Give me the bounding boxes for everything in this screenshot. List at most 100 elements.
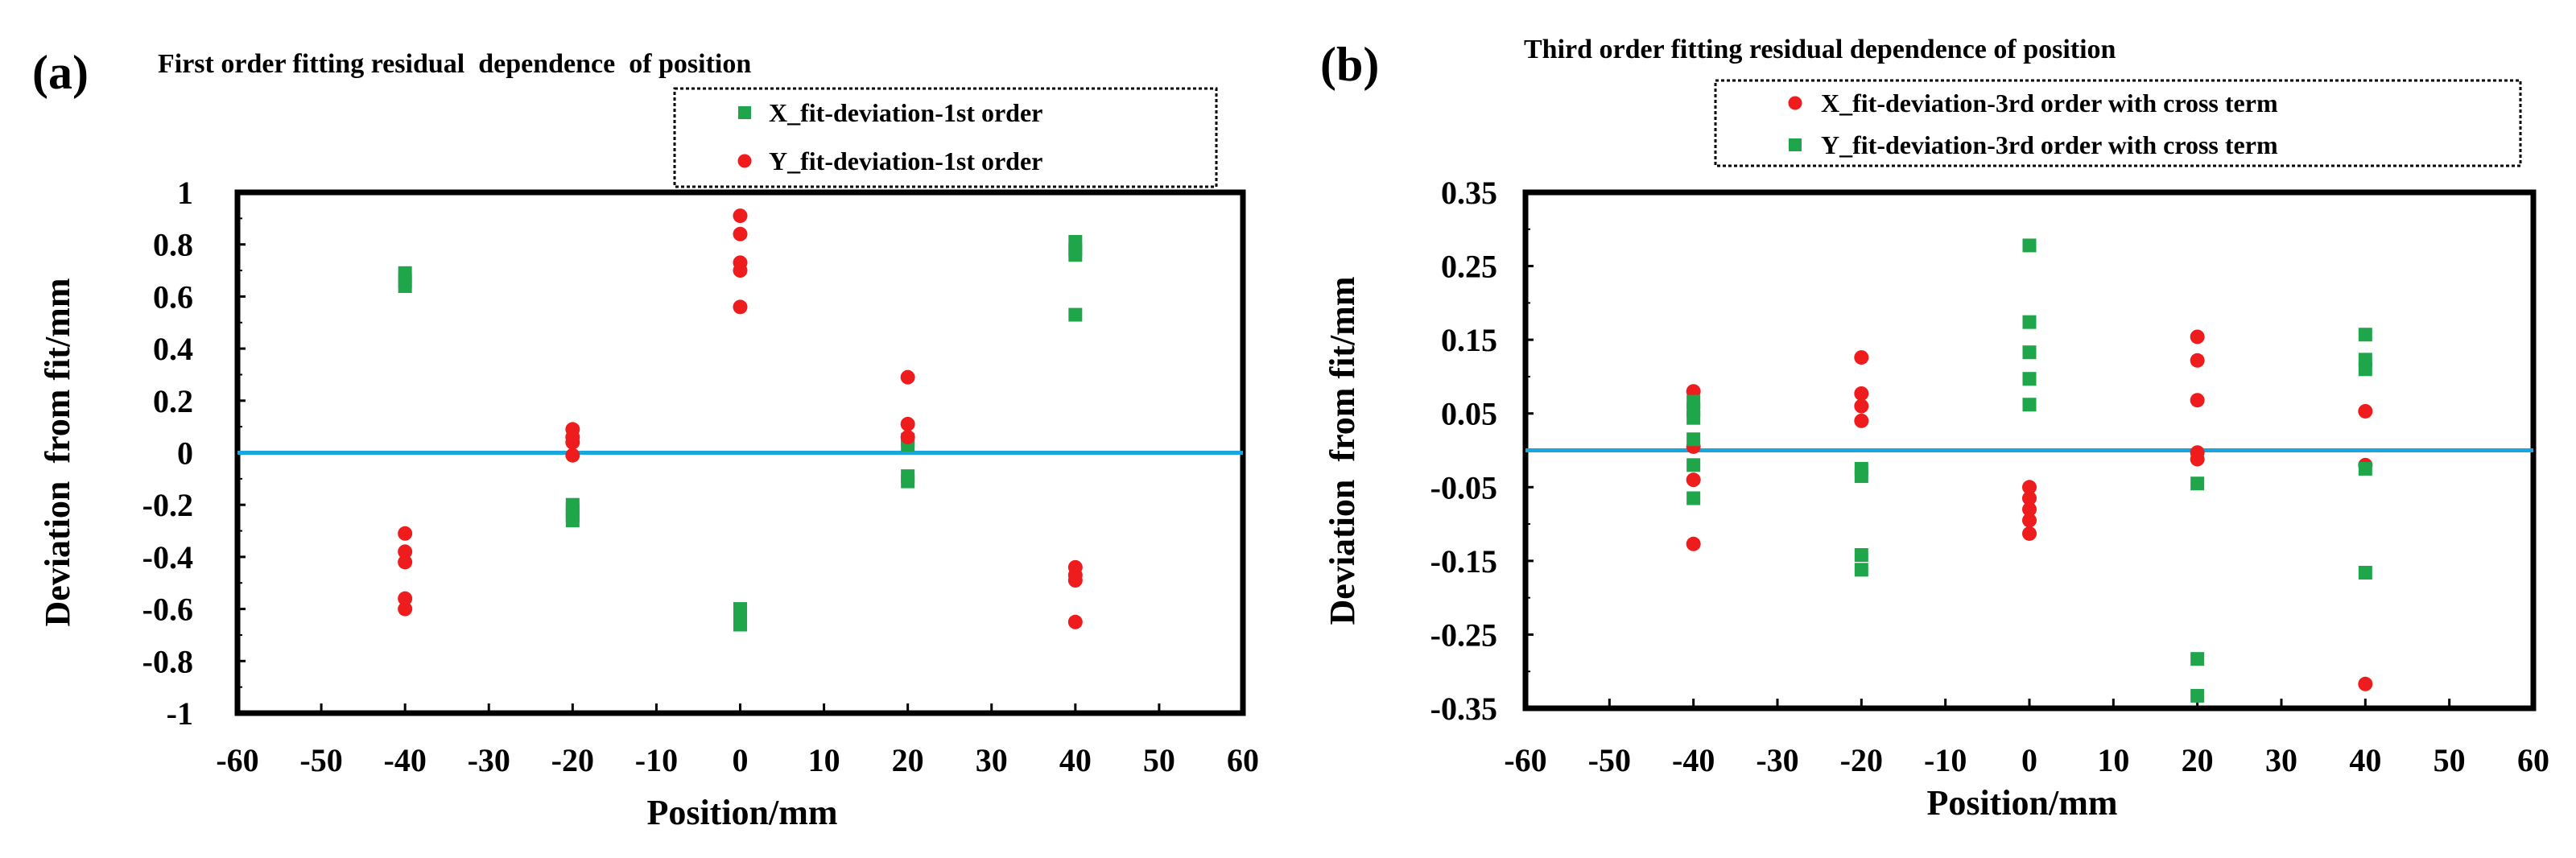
- data-point: [398, 544, 413, 559]
- x-tick-label-b: 40: [2349, 742, 2381, 778]
- data-point: [2190, 393, 2205, 408]
- x-axis-label-b: Position/mm: [1926, 783, 2117, 823]
- data-point: [2022, 480, 2037, 495]
- y-axis-label-b: Deviation from fit/mm: [1323, 277, 1362, 625]
- x-tick-label-a: 20: [892, 742, 924, 778]
- y-tick-label-a: -0.4: [142, 539, 193, 575]
- x-tick-label-b: 50: [2434, 742, 2466, 778]
- chart-title-b: Third order fitting residual dependence …: [1524, 35, 2116, 64]
- data-point: [2358, 566, 2372, 580]
- data-point: [1854, 350, 1869, 365]
- x-tick-label-b: 0: [2021, 742, 2037, 778]
- data-point: [2190, 688, 2205, 703]
- y-tick-label-b: -0.05: [1430, 469, 1497, 505]
- data-point: [733, 299, 748, 315]
- data-point: [1686, 536, 1701, 551]
- data-point: [1067, 573, 1083, 588]
- legend-box-a: [673, 87, 1218, 188]
- legend-label-b-2: Y_fit-deviation-3rd order with cross ter…: [1821, 130, 2278, 159]
- data-point: [900, 369, 915, 385]
- data-point: [2022, 398, 2037, 412]
- data-point: [2358, 403, 2373, 419]
- y-axis-label-a: Deviation from fit/mm: [38, 278, 77, 627]
- y-tick-label-a: 0.2: [153, 383, 193, 419]
- data-point: [900, 416, 915, 431]
- x-tick-label-b: -60: [1504, 742, 1546, 778]
- data-point: [733, 263, 748, 278]
- panel-label-b: (b): [1320, 38, 1379, 91]
- data-point: [1854, 413, 1869, 428]
- data-point: [2358, 328, 2372, 342]
- legend-b: X_fit-deviation-3rd order with cross ter…: [1714, 79, 2522, 167]
- x-tick-label-b: -40: [1672, 742, 1715, 778]
- x-tick-label-a: -50: [299, 742, 342, 778]
- data-point: [2022, 238, 2037, 253]
- data-point: [2022, 526, 2037, 541]
- data-point: [1068, 307, 1083, 322]
- data-point: [733, 208, 748, 224]
- x-tick-label-b: 20: [2182, 742, 2214, 778]
- data-point: [1068, 248, 1083, 262]
- data-point: [2358, 461, 2372, 476]
- data-point: [2022, 345, 2037, 360]
- y-tick-label-b: -0.35: [1430, 691, 1497, 727]
- series-a-1: [398, 234, 1083, 632]
- y-tick-label-a: -0.2: [142, 487, 193, 523]
- data-point: [1686, 491, 1701, 505]
- data-point: [2022, 315, 2037, 329]
- data-point: [2022, 372, 2037, 386]
- legend-marker-a-1: [738, 106, 751, 119]
- y-tick-label-b: 0.15: [1441, 322, 1497, 358]
- data-point: [398, 555, 413, 570]
- y-tick-label-b: 0.05: [1441, 396, 1497, 432]
- plot-area-b: -0.35 -0.25 -0.15 -0.05 0.05 0.15 0.25 0.35 -60 -…: [1430, 175, 2549, 778]
- legend-marker-b-1: [1788, 96, 1802, 110]
- data-point: [1854, 398, 1869, 414]
- data-point: [2190, 353, 2205, 368]
- data-point: [1686, 432, 1701, 447]
- data-point: [565, 514, 580, 528]
- data-point: [565, 435, 580, 450]
- x-tick-label-b: 60: [2517, 742, 2549, 778]
- x-tick-label-a: 30: [976, 742, 1008, 778]
- x-tick-label-a: 10: [808, 742, 840, 778]
- x-tick-label-b: 10: [2097, 742, 2129, 778]
- data-point: [2022, 513, 2037, 528]
- data-point: [398, 526, 413, 541]
- x-tick-label-b: -10: [1924, 742, 1967, 778]
- data-point: [565, 448, 580, 463]
- data-point: [2190, 452, 2205, 467]
- legend-label-a-2: Y_fit-deviation-1st order: [769, 146, 1042, 175]
- data-point: [2358, 676, 2373, 691]
- y-tick-label-a: -0.6: [142, 592, 193, 628]
- y-tick-label-b: -0.15: [1430, 543, 1497, 580]
- y-tick-label-a: 0.8: [153, 227, 193, 263]
- data-point: [1686, 410, 1701, 425]
- x-tick-label-b: -20: [1840, 742, 1883, 778]
- data-point: [901, 474, 915, 489]
- y-tick-label-b: -0.25: [1430, 617, 1497, 653]
- x-tick-label-a: 40: [1059, 742, 1092, 778]
- x-tick-label-a: -30: [468, 742, 510, 778]
- legend-marker-a-2: [737, 154, 752, 168]
- x-tick-label-b: -50: [1588, 742, 1631, 778]
- data-point: [1686, 458, 1701, 472]
- data-point: [2190, 652, 2205, 666]
- x-axis-label-a: Position/mm: [646, 793, 837, 832]
- y-tick-label-a: -1: [167, 695, 193, 732]
- y-tick-label-a: 0.6: [153, 278, 193, 315]
- data-point: [2190, 476, 2205, 491]
- data-point: [900, 430, 915, 445]
- data-point: [1854, 386, 1869, 401]
- chart-b: (b) Third order fitting residual depende…: [1320, 35, 2549, 823]
- data-point: [1854, 469, 1868, 484]
- data-point: [733, 226, 748, 241]
- x-tick-label-a: -40: [384, 742, 427, 778]
- series-a-2: [398, 208, 1083, 629]
- x-tick-label-b: -30: [1756, 742, 1798, 778]
- data-point: [2358, 362, 2372, 377]
- y-tick-label-a: 0.4: [153, 331, 193, 367]
- data-point: [2022, 491, 2037, 506]
- chart-a: (a) First order fitting residual depende…: [32, 46, 1259, 832]
